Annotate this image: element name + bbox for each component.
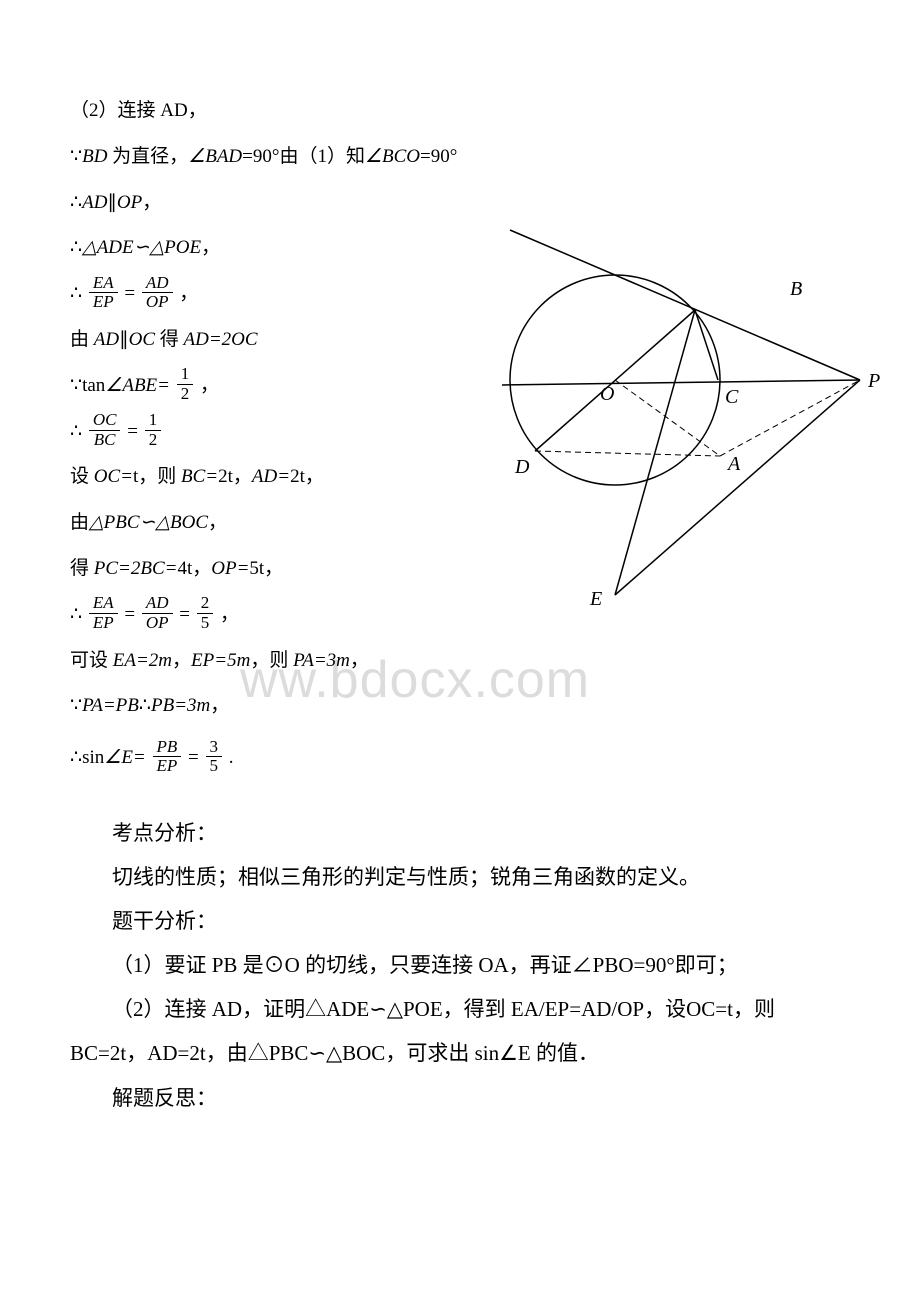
- proof-line: ∴ EAEP = ADOP = 25 ，: [70, 594, 850, 636]
- analysis-heading: 考点分析：: [70, 811, 850, 855]
- analysis-paragraph: （1）要证 PB 是⊙O 的切线，只要连接 OA，再证∠PBO=90°即可；: [70, 943, 850, 987]
- document-page: B O C P D A E ww.bdocx.com （2）连接 AD， ∵BD…: [70, 90, 850, 1120]
- proof-line: ∴△ADE∽△POE，: [70, 227, 850, 269]
- proof-line: 得 PC=2BC=4t，OP=5t，: [70, 548, 850, 590]
- svg-text:P: P: [867, 370, 880, 392]
- proof-line: ∴ OCBC = 12: [70, 411, 850, 453]
- proof-line: ∴AD∥OP，: [70, 182, 850, 224]
- proof-line: 由△PBC∽△BOC，: [70, 502, 850, 544]
- proof-line: ∴ EAEP = ADOP ，: [70, 273, 850, 315]
- analysis-heading: 题干分析：: [70, 899, 850, 943]
- proof-line: ∵PA=PB∴PB=3m，: [70, 685, 850, 727]
- proof-line: ∵tan∠ABE= 12 ，: [70, 365, 850, 407]
- step-header: （2）连接 AD，: [70, 90, 850, 132]
- proof-line: 可设 EA=2m，EP=5m，则 PA=3m，: [70, 640, 850, 682]
- proof-line: 由 AD∥OC 得 AD=2OC: [70, 319, 850, 361]
- solution-steps: （2）连接 AD， ∵BD 为直径，∠BAD=90°由（1）知∠BCO=90° …: [70, 90, 850, 779]
- analysis-paragraph: （2）连接 AD，证明△ADE∽△POE，得到 EA/EP=AD/OP，设OC=…: [70, 987, 850, 1075]
- proof-line: ∴sin∠E= PBEP = 35 .: [70, 737, 850, 779]
- proof-line: ∵BD 为直径，∠BAD=90°由（1）知∠BCO=90°: [70, 136, 850, 178]
- proof-line: 设 OC=t，则 BC=2t，AD=2t，: [70, 456, 850, 498]
- solution-section: B O C P D A E ww.bdocx.com （2）连接 AD， ∵BD…: [70, 90, 850, 779]
- analysis-paragraph: 切线的性质；相似三角形的判定与性质；锐角三角函数的定义。: [70, 855, 850, 899]
- analysis-section: 考点分析： 切线的性质；相似三角形的判定与性质；锐角三角函数的定义。 题干分析：…: [70, 811, 850, 1120]
- analysis-heading: 解题反思：: [70, 1076, 850, 1120]
